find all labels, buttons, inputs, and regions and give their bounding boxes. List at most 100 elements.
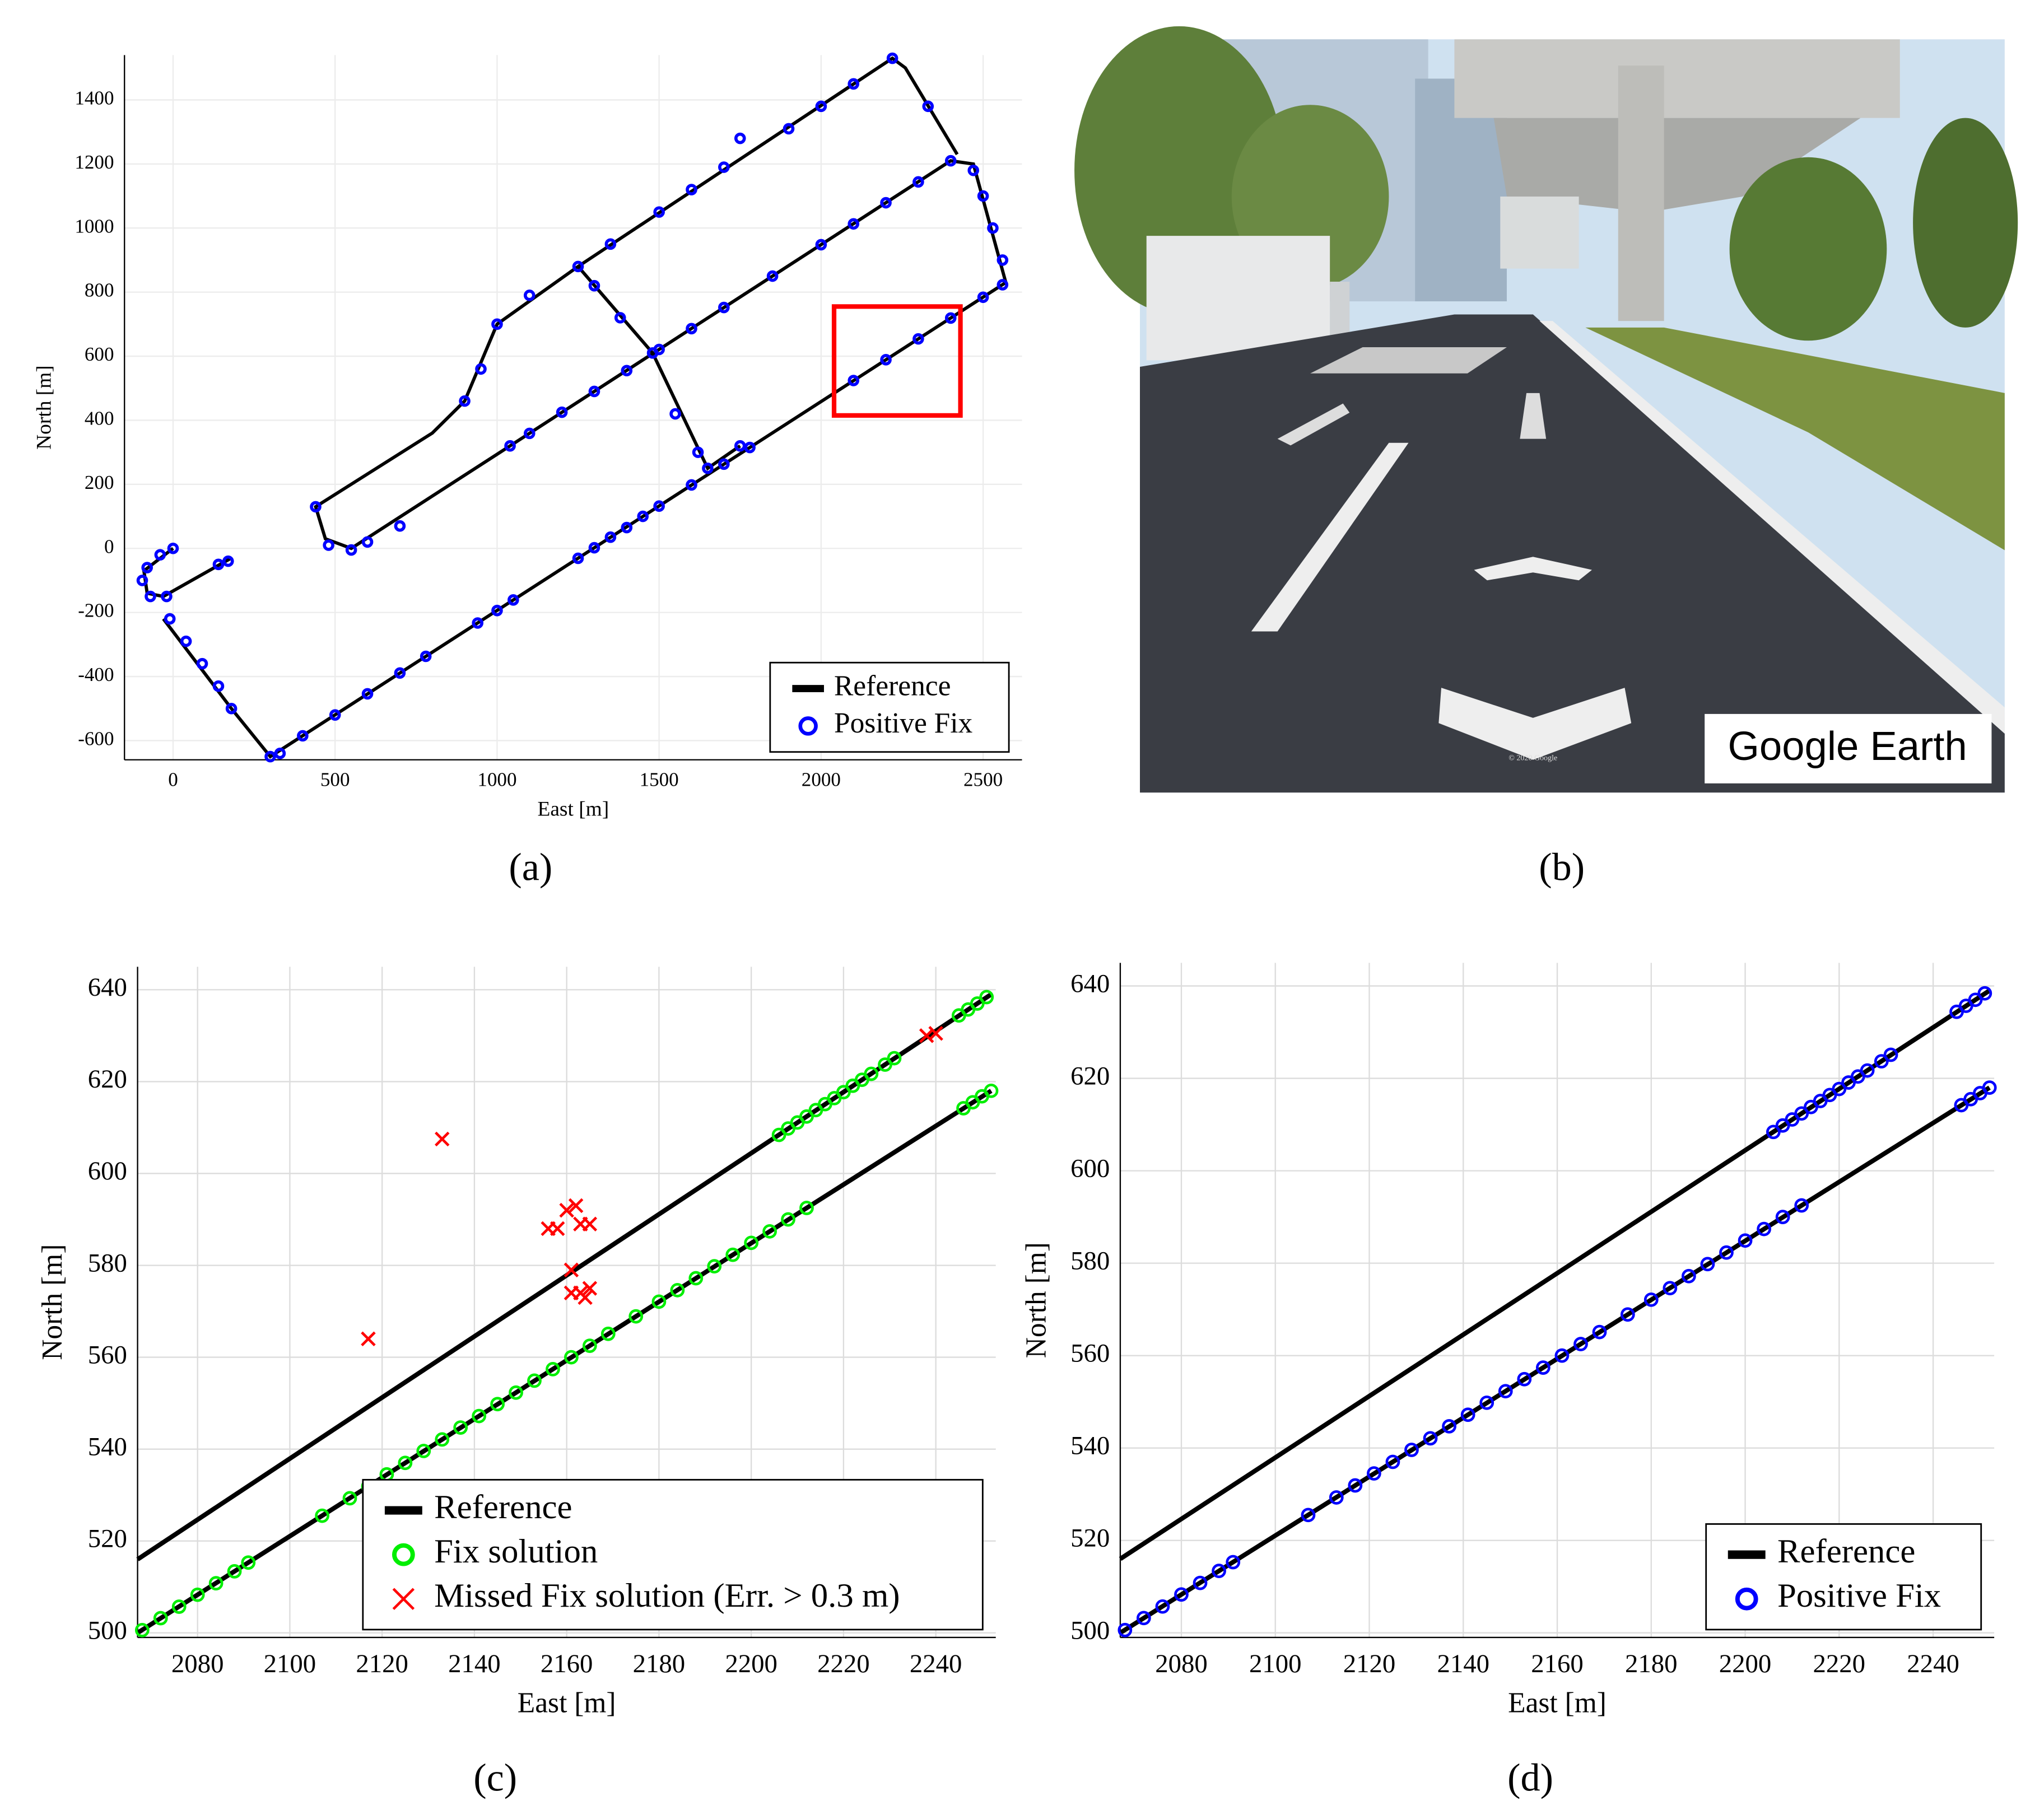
legend-label: Reference [834,670,951,702]
legend-label: Reference [434,1489,572,1526]
fix-marker [977,291,989,304]
tree [1729,157,1887,341]
y-tick-label: 580 [1070,1246,1110,1275]
road [1140,314,2005,793]
fix-marker [572,260,584,273]
fix-marker [588,542,600,554]
fix-marker [1874,1054,1889,1069]
fix-marker [196,657,208,670]
x-tick-label: 2100 [264,1649,316,1678]
x-tick-label: 2240 [1907,1649,1959,1678]
fix-marker [588,279,600,292]
fix-marker [394,667,406,679]
fix-marker [621,521,633,534]
y-tick-label: 500 [88,1616,127,1645]
fix-marker [653,206,665,218]
fix-marker [1137,1611,1151,1626]
legend-swatch [392,1588,415,1610]
fix-marker [1794,1198,1809,1213]
fix-marker [1719,1245,1734,1260]
x-tick-label: 2000 [802,768,841,790]
fix-marker [997,254,1009,266]
fix-marker [628,1309,644,1324]
reference-line [1119,1085,1991,1635]
legend-label: Positive Fix [1777,1577,1941,1615]
x-tick-label: 2120 [1343,1649,1396,1678]
fix-marker [490,1397,505,1412]
missed-marker [435,1131,450,1147]
fix-marker [141,562,153,573]
road-marking [1474,557,1593,581]
y-tick-label: 1200 [75,151,114,173]
missed-marker [582,1216,598,1231]
x-tick-label: 2120 [356,1649,408,1678]
x-axis-title: East [m] [537,798,609,821]
fix-marker [718,458,730,470]
fix-marker [315,1508,329,1523]
panel-label: (c) [473,1756,517,1799]
fix-marker [912,176,924,188]
fix-marker [762,1224,777,1239]
fix-marker [1385,1454,1400,1469]
fix-marker [1968,992,1983,1007]
chart: 2080 2100 2120 2140 2160 2180 2200 2220 2240 500 5… [1021,963,1997,1799]
fix-marker [651,1294,667,1309]
road-marking [1520,393,1547,439]
fix-marker [944,312,957,324]
x-tick-label: 2500 [963,768,1003,790]
fix-marker [653,500,665,512]
fix-marker [222,555,234,567]
y-axis-title: North [m] [36,1244,68,1360]
legend-label: Positive Fix [834,707,973,739]
fix-marker [588,385,600,398]
fix-marker [1573,1337,1588,1351]
missed-marker [361,1331,376,1346]
y-tick-label: -400 [78,664,114,685]
y-tick-label: 200 [85,472,114,493]
fix-marker [781,1212,795,1227]
fix-marker [491,318,503,330]
fix-marker [984,1083,999,1098]
x-tick-label: 1500 [640,768,679,790]
fix-marker [459,395,471,407]
fix-marker [274,748,286,759]
fix-marker [912,333,924,345]
reference-line [162,56,1008,759]
fix-marker [1766,1125,1781,1140]
fix-marker [361,536,374,548]
fix-marker [1517,1371,1532,1387]
x-tick-label: 2180 [633,1649,686,1678]
sign-pillar [1500,196,1579,269]
fix-marker [886,52,898,64]
x-tick-label: 2240 [910,1649,962,1678]
fix-marker [1212,1564,1226,1579]
fix-marker [878,1057,892,1072]
fix-marker [1479,1395,1494,1410]
fix-marker [815,100,827,113]
fix-marker [688,1271,704,1286]
fix-marker [944,155,957,167]
fix-marker [546,1362,560,1377]
fix-marker [416,1444,431,1458]
pillar [1618,66,1664,321]
fix-marker [1174,1587,1189,1602]
x-tick-label: 2160 [1531,1649,1584,1678]
overpass [1454,39,1900,118]
fix-marker [1118,1622,1133,1637]
grass [1585,327,2005,550]
fix-marker [864,1066,879,1081]
reference-line [1119,988,1991,1561]
fix-marker [766,270,779,282]
legend-box [362,1478,984,1631]
x-tick-label: 2140 [448,1649,501,1678]
fix-marker [509,1385,523,1400]
y-tick-label: 560 [88,1340,127,1369]
fix-marker [361,688,374,700]
road-marking [1310,347,1507,374]
x-tick-label: 2220 [1813,1649,1866,1678]
y-tick-label: 1000 [75,215,114,237]
fix-marker [744,1235,759,1251]
legend-box [769,661,1010,753]
fix-marker [145,590,156,603]
x-tick-label: 2200 [725,1649,777,1678]
